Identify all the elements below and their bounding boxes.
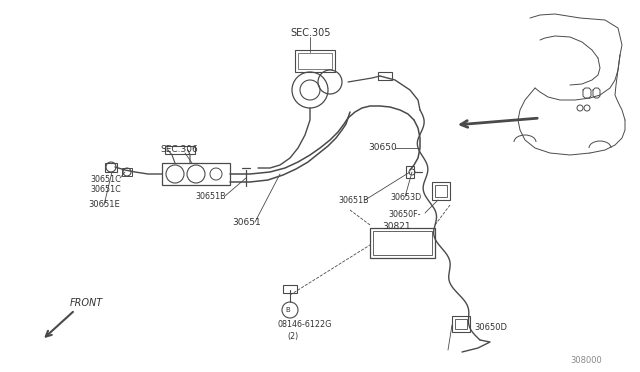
Bar <box>378 72 392 80</box>
Bar <box>295 50 335 72</box>
Text: (2): (2) <box>287 332 298 341</box>
Text: SEC.306: SEC.306 <box>160 145 198 154</box>
Text: 30651E: 30651E <box>88 200 120 209</box>
Bar <box>432 182 450 200</box>
Bar <box>452 316 470 332</box>
Text: 08146-6122G: 08146-6122G <box>278 320 332 329</box>
Text: 30651B: 30651B <box>195 192 226 201</box>
Text: SEC.305: SEC.305 <box>290 28 330 38</box>
Text: 30650: 30650 <box>368 143 397 152</box>
Text: 30650F-: 30650F- <box>388 210 420 219</box>
Bar <box>122 168 132 176</box>
Text: 30653D: 30653D <box>390 193 421 202</box>
Bar <box>455 319 467 329</box>
Bar <box>105 163 117 172</box>
Bar <box>406 166 414 178</box>
Text: 30821: 30821 <box>382 222 411 231</box>
Text: FRONT: FRONT <box>70 298 103 308</box>
Text: 30651: 30651 <box>232 218 260 227</box>
Text: 30651B: 30651B <box>338 196 369 205</box>
Bar <box>373 231 432 255</box>
Bar <box>370 228 435 258</box>
Bar <box>165 146 195 154</box>
Bar <box>162 163 230 185</box>
Bar <box>283 285 297 293</box>
Bar <box>435 185 447 197</box>
Text: 30650D: 30650D <box>474 323 507 332</box>
Text: 308000: 308000 <box>570 356 602 365</box>
Text: 30651C: 30651C <box>90 185 121 194</box>
Text: 30651C: 30651C <box>90 175 121 184</box>
Bar <box>298 53 332 69</box>
Text: B: B <box>285 307 291 313</box>
